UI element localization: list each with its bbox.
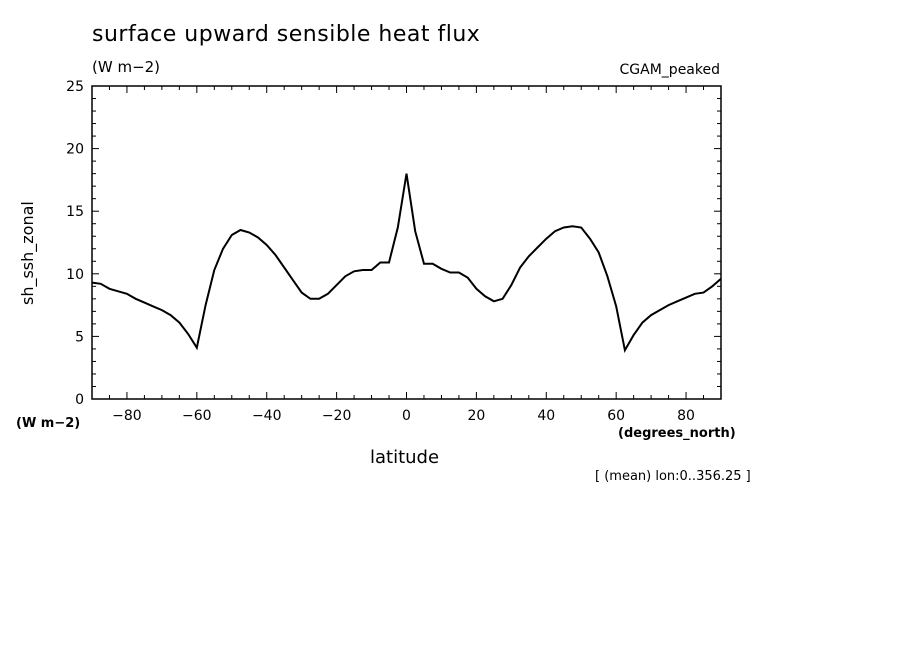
axis-ticks [91, 85, 722, 400]
y-axis-units: (W m−2) [16, 416, 81, 431]
chart-title: surface upward sensible heat flux [92, 22, 481, 47]
run-label: CGAM_peaked [619, 62, 720, 78]
x-tick-label: −20 [322, 408, 352, 424]
averaging-note: [ (mean) lon:0..356.25 ] [595, 469, 751, 484]
series-line [91, 173, 722, 354]
y-tick-label: 15 [66, 204, 84, 220]
x-tick-label: 0 [402, 408, 411, 424]
y-tick-label: 5 [75, 329, 84, 345]
y-tick-label: 20 [66, 142, 84, 158]
plot-frame [91, 85, 722, 400]
x-tick-label: 20 [467, 408, 485, 424]
x-tick-label: 40 [537, 408, 555, 424]
x-axis-units: (degrees_north) [618, 426, 736, 441]
x-tick-label: 80 [677, 408, 695, 424]
y-tick-label: 10 [66, 267, 84, 283]
x-tick-label: −60 [182, 408, 212, 424]
x-tick-label: 60 [607, 408, 625, 424]
x-tick-label: −40 [252, 408, 282, 424]
chart-units: (W m−2) [92, 58, 161, 76]
y-tick-label: 25 [66, 79, 84, 95]
tick-labels: −80 −60 −40 −20 0 20 40 60 80 0 5 10 15 20 25 [66, 79, 695, 424]
y-tick-label: 0 [75, 392, 84, 408]
x-axis-label: latitude [370, 447, 440, 468]
x-tick-label: −80 [112, 408, 142, 424]
